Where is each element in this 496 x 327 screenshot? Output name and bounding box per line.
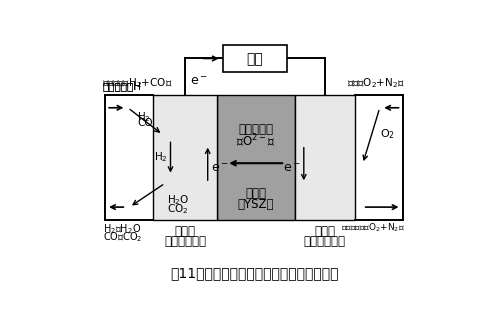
Text: CO$_2$: CO$_2$ <box>168 202 189 216</box>
Text: （O$^{2-}$）: （O$^{2-}$） <box>236 132 275 149</box>
Text: e$^-$: e$^-$ <box>283 162 301 175</box>
Text: H$_2$O: H$_2$O <box>168 193 190 207</box>
Text: 空気（O$_2$+N$_2$）: 空気（O$_2$+N$_2$） <box>347 76 405 90</box>
Text: （カソード）: （カソード） <box>304 235 346 248</box>
Text: O$_2$: O$_2$ <box>380 127 395 141</box>
Text: H$_2$: H$_2$ <box>154 150 168 164</box>
Text: 燃料極: 燃料極 <box>175 225 196 238</box>
Text: 燃料ガス（H$_2$+CO）: 燃料ガス（H$_2$+CO） <box>102 76 173 90</box>
Text: 第11図　固体酸化物形燃料電池の動作原理: 第11図 固体酸化物形燃料電池の動作原理 <box>170 266 338 280</box>
Text: H$_2$: H$_2$ <box>137 110 151 124</box>
Text: H$_2$、H$_2$O: H$_2$、H$_2$O <box>103 222 141 235</box>
Text: 空気極: 空気極 <box>314 225 335 238</box>
Text: （YSZ）: （YSZ） <box>238 198 274 211</box>
Bar <box>223 45 287 72</box>
Text: 電解質: 電解質 <box>245 187 266 200</box>
Text: 燃料ガス（H: 燃料ガス（H <box>102 81 141 91</box>
Text: 燃料ガス（H: 燃料ガス（H <box>102 81 141 91</box>
Text: e$^-$: e$^-$ <box>190 75 208 88</box>
Text: 酸素イオン: 酸素イオン <box>238 123 273 136</box>
Text: e$^-$: e$^-$ <box>211 162 229 175</box>
Text: 未反応空気（O$_2$+N$_2$）: 未反応空気（O$_2$+N$_2$） <box>341 222 405 234</box>
Bar <box>295 95 355 220</box>
Text: 負荷: 負荷 <box>247 52 263 66</box>
Text: （アノード）: （アノード） <box>164 235 206 248</box>
Text: CO、CO$_2$: CO、CO$_2$ <box>103 230 142 244</box>
Bar <box>153 95 217 220</box>
Text: CO: CO <box>137 118 153 128</box>
Bar <box>217 95 295 220</box>
